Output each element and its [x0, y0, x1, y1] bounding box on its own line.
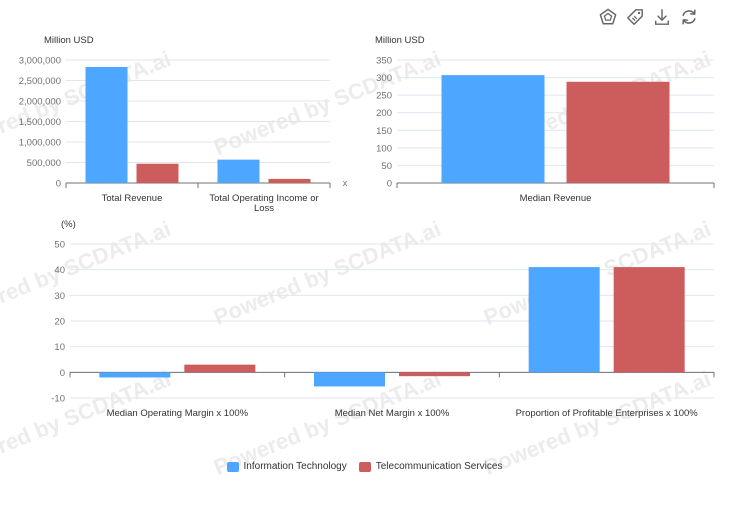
chart-type-icon	[599, 7, 616, 24]
y-axis-label: (%)	[61, 219, 76, 230]
legend-label: Telecommunication Services	[375, 461, 503, 472]
bar-information-technology	[99, 372, 171, 378]
y-tick-label: 200	[376, 108, 392, 119]
refresh-icon	[681, 8, 696, 25]
y-tick-label: -10	[51, 394, 65, 405]
x-category-label: Median Net Margin x 100%	[335, 408, 450, 419]
bar-telecommunication-services	[136, 163, 179, 183]
x-category-label: Total Operating Income or Loss	[209, 193, 318, 214]
y-tick-label: 300	[376, 73, 392, 84]
chart-panel-2: Million USD 0 50 100 150 200 250 300 350 Median R…	[375, 35, 715, 204]
watermark-text: Powered by SCDATA.ai	[0, 216, 174, 330]
y-tick-label: 350	[376, 56, 392, 67]
y-axis-label: Million USD	[44, 35, 94, 46]
bar-information-technology	[528, 267, 600, 373]
bar-information-technology	[85, 66, 128, 183]
x-axis-label: x	[343, 178, 348, 188]
tag-icon	[626, 8, 643, 25]
y-tick-label: 3,000,000	[19, 56, 61, 67]
chart-panel-1: Million USD 0 500,000 1,000,000 1,500,000 2,0…	[19, 35, 348, 214]
y-tick-label: 20	[54, 317, 65, 328]
x-category-label: Proportion of Profitable Enterprises x 1…	[516, 408, 699, 419]
legend-label: Information Technology	[243, 461, 347, 472]
y-axis-label: Million USD	[375, 35, 425, 46]
y-tick-label: 1,000,000	[19, 138, 61, 149]
legend-swatch	[358, 461, 371, 472]
bar-telecommunication-services	[399, 372, 470, 377]
bar-information-technology	[217, 159, 260, 183]
y-tick-label: 1,500,000	[19, 117, 61, 128]
y-tick-label: 50	[381, 161, 392, 172]
y-tick-label: 50	[54, 240, 65, 251]
bar-telecommunication-services	[566, 81, 670, 183]
download-icon	[654, 8, 669, 25]
y-tick-label: 30	[54, 291, 65, 302]
bar-telecommunication-services	[184, 364, 256, 373]
y-tick-label: 10	[54, 342, 65, 353]
x-category-label: Median Revenue	[520, 193, 592, 204]
toolbar	[597, 6, 699, 27]
refresh-button[interactable]	[678, 6, 699, 27]
bar-information-technology	[314, 372, 385, 387]
y-tick-label: 0	[60, 368, 65, 379]
y-tick-label: 250	[376, 91, 392, 102]
y-tick-label: 2,000,000	[19, 97, 61, 108]
watermark-text: Powered by SCDATA.ai	[210, 216, 444, 330]
y-tick-label: 150	[376, 126, 392, 137]
bar-telecommunication-services	[268, 178, 311, 183]
x-category-label: Median Operating Margin x 100%	[107, 408, 249, 419]
chart-panel-3: (%) -10 0 10 20 30 40 50 Median Operating Margin…	[51, 219, 715, 419]
legend: Information Technology Telecommunication…	[0, 461, 729, 472]
legend-item-information-technology[interactable]: Information Technology	[226, 461, 347, 472]
y-tick-label: 40	[54, 265, 65, 276]
chart-type-button[interactable]	[597, 6, 618, 27]
watermark-text: Powered by SCDATA.ai	[210, 46, 444, 160]
y-tick-label: 0	[56, 179, 61, 190]
download-button[interactable]	[651, 6, 672, 27]
y-tick-label: 100	[376, 143, 392, 154]
y-tick-label: 500,000	[27, 158, 61, 169]
tag-button[interactable]	[624, 6, 645, 27]
bar-telecommunication-services	[613, 267, 685, 373]
legend-swatch	[226, 461, 239, 472]
legend-item-telecommunication-services[interactable]: Telecommunication Services	[358, 461, 503, 472]
bar-information-technology	[441, 75, 545, 183]
y-tick-label: 2,500,000	[19, 76, 61, 87]
x-category-label: Total Revenue	[102, 193, 163, 204]
y-tick-label: 0	[387, 179, 392, 190]
